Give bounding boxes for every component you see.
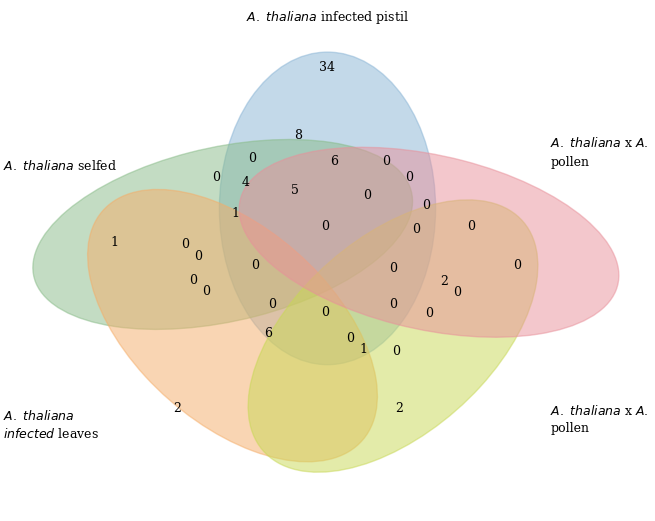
Text: 0: 0 xyxy=(248,153,256,165)
Text: 0: 0 xyxy=(202,286,210,298)
Text: 0: 0 xyxy=(405,171,413,183)
Text: 2: 2 xyxy=(173,403,181,415)
Ellipse shape xyxy=(239,147,619,337)
Text: 0: 0 xyxy=(212,171,220,183)
Text: 2: 2 xyxy=(440,275,448,288)
Text: 1: 1 xyxy=(232,207,240,220)
Text: 5: 5 xyxy=(291,184,299,196)
Text: $\mathit{A.\ thaliana}$ infected pistil: $\mathit{A.\ thaliana}$ infected pistil xyxy=(246,9,409,27)
Text: 0: 0 xyxy=(514,259,521,272)
Text: 0: 0 xyxy=(189,274,197,287)
Text: 0: 0 xyxy=(468,220,476,233)
Ellipse shape xyxy=(88,190,377,462)
Text: 6: 6 xyxy=(330,155,338,168)
Text: $\mathit{A.\ thaliana}$ x $\mathit{A.\ halleri}$
pollen: $\mathit{A.\ thaliana}$ x $\mathit{A.\ h… xyxy=(550,404,655,435)
Text: 0: 0 xyxy=(412,223,420,235)
Text: 0: 0 xyxy=(383,155,390,168)
Text: 6: 6 xyxy=(265,327,272,340)
Text: $\mathit{A.\ thaliana}$
$\mathit{infected}$ leaves: $\mathit{A.\ thaliana}$ $\mathit{infecte… xyxy=(3,409,99,441)
Text: 0: 0 xyxy=(392,345,400,358)
Ellipse shape xyxy=(219,52,436,365)
Text: 1: 1 xyxy=(111,236,119,249)
Text: 34: 34 xyxy=(320,61,335,74)
Text: 2: 2 xyxy=(396,403,403,415)
Ellipse shape xyxy=(248,200,538,472)
Text: 0: 0 xyxy=(389,262,397,275)
Text: 0: 0 xyxy=(363,189,371,202)
Text: $\mathit{A.\ thaliana}$ x $\mathit{A.\ lyrata}$
pollen: $\mathit{A.\ thaliana}$ x $\mathit{A.\ l… xyxy=(550,135,655,169)
Text: 0: 0 xyxy=(322,220,329,233)
Text: 0: 0 xyxy=(181,239,189,251)
Text: 0: 0 xyxy=(268,299,276,311)
Text: 1: 1 xyxy=(360,343,367,355)
Text: 0: 0 xyxy=(425,307,433,320)
Text: $\mathit{A.\ thaliana}$ selfed: $\mathit{A.\ thaliana}$ selfed xyxy=(3,159,117,173)
Text: 0: 0 xyxy=(195,250,202,263)
Text: 0: 0 xyxy=(389,299,397,311)
Text: 0: 0 xyxy=(346,332,354,345)
Text: 8: 8 xyxy=(294,129,302,142)
Ellipse shape xyxy=(33,140,413,329)
Text: 0: 0 xyxy=(322,306,329,319)
Text: 0: 0 xyxy=(252,259,259,272)
Text: 4: 4 xyxy=(242,176,250,189)
Text: 0: 0 xyxy=(453,287,461,299)
Text: 0: 0 xyxy=(422,200,430,212)
